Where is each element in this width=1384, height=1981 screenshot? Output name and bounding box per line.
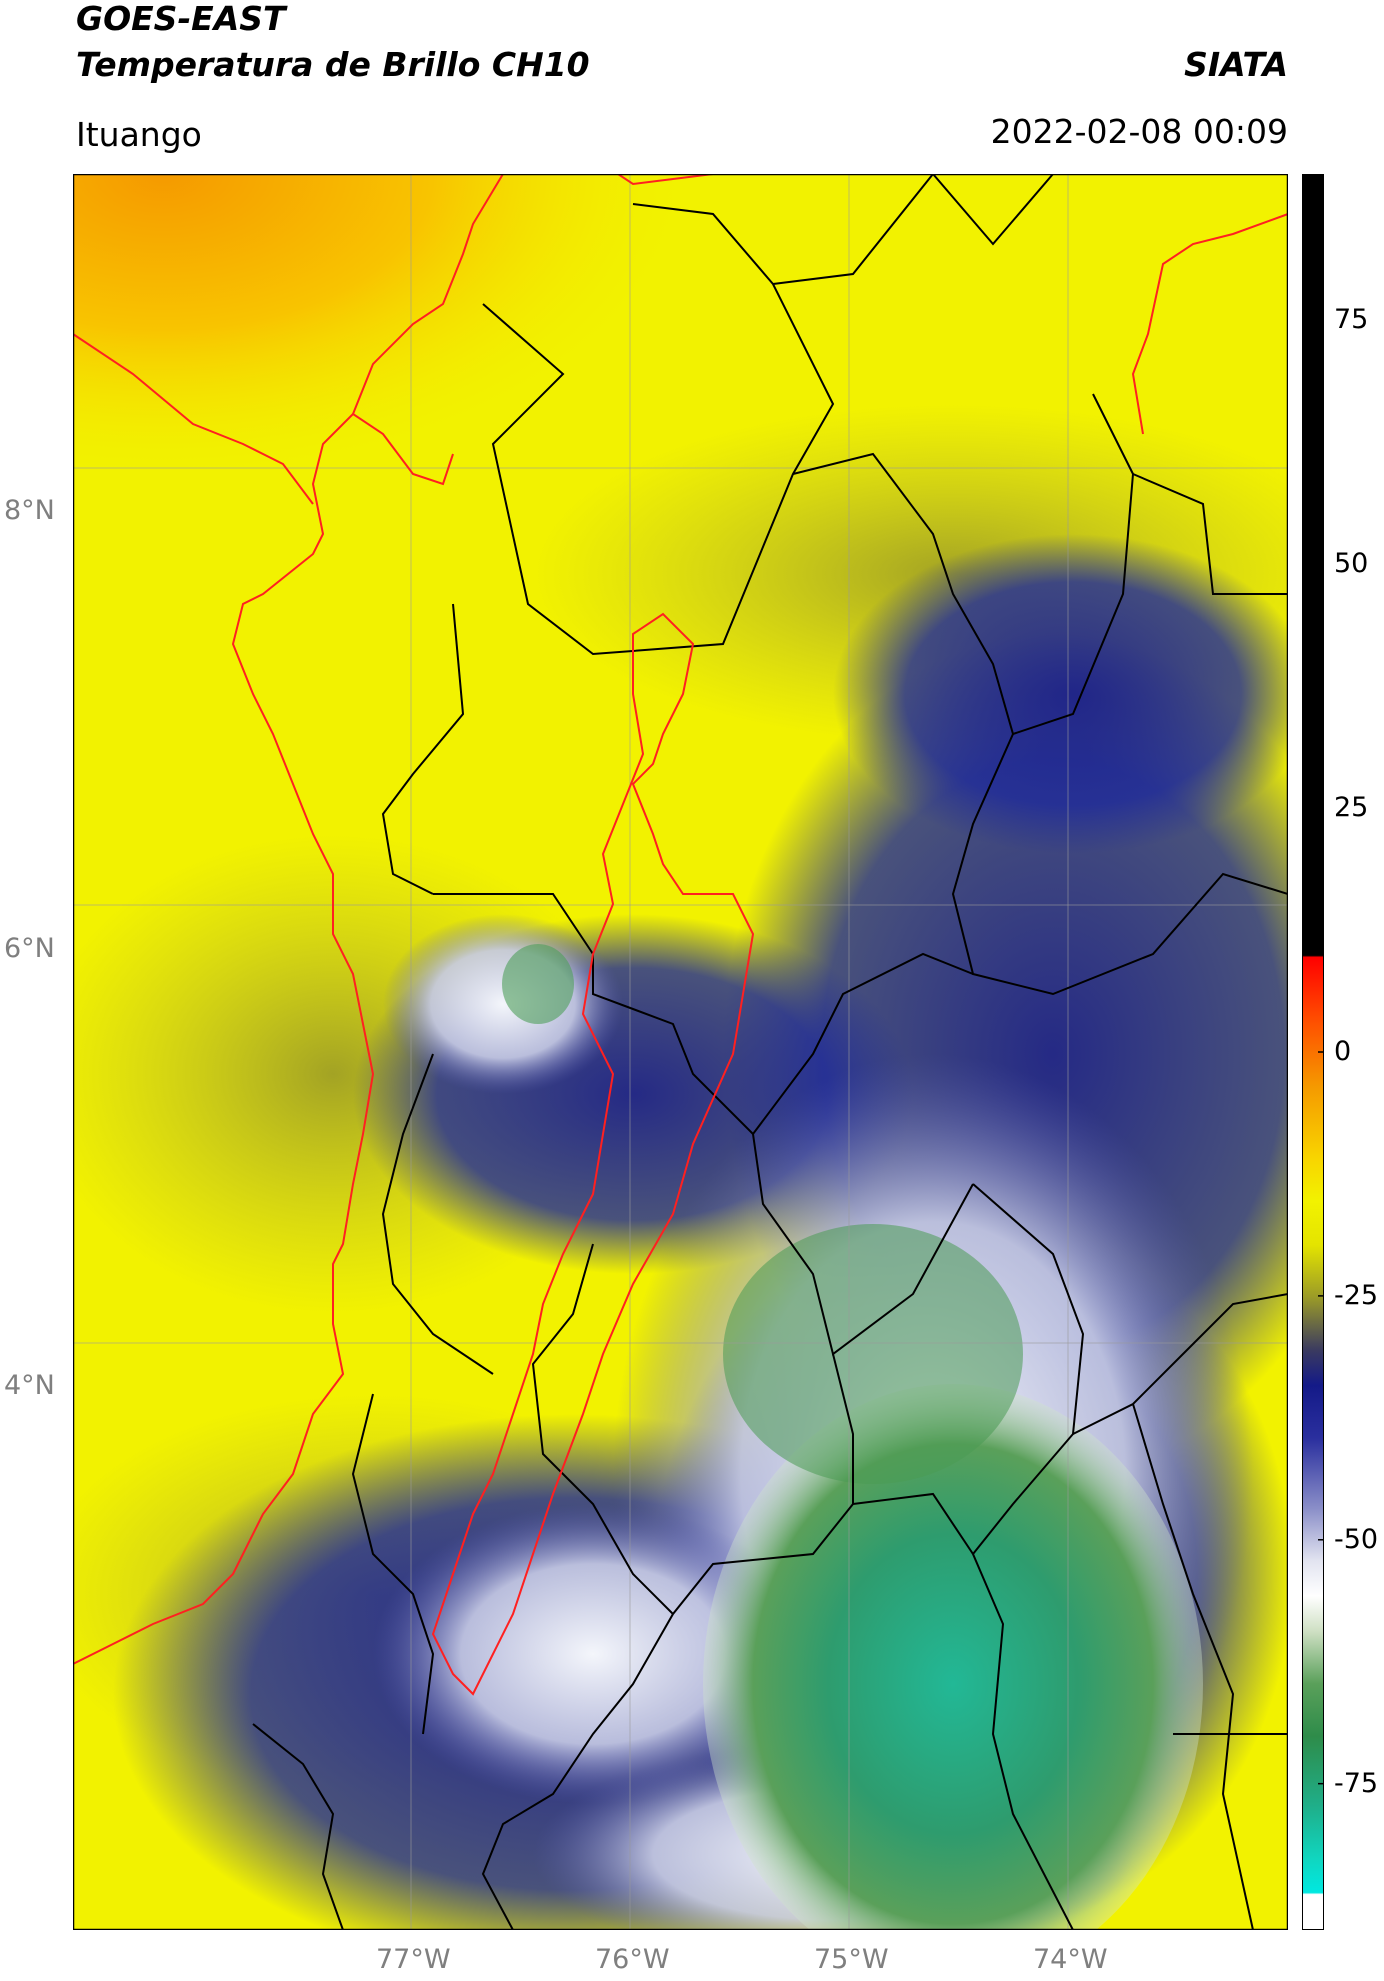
product-title: Temperatura de Brillo CH10 <box>76 45 590 84</box>
colorbar-tick-label: 25 <box>1334 792 1369 824</box>
lat-tick-label-6n: 6°N <box>4 933 55 964</box>
lon-tick-label-77w: 77°W <box>376 1944 451 1975</box>
colorbar-tick-label: 75 <box>1334 304 1369 336</box>
colorbar-tick-label: -50 <box>1334 1523 1379 1555</box>
ituango-basin-outline <box>431 612 755 1696</box>
location-label: Ituango <box>76 115 202 154</box>
satellite-map <box>73 174 1288 1930</box>
lon-tick-label-74w: 74°W <box>1033 1944 1108 1975</box>
lat-tick-label-4n: 4°N <box>4 1370 55 1401</box>
colorbar-tick-label: -75 <box>1334 1767 1379 1799</box>
organization-label: SIATA <box>1184 45 1288 84</box>
temperature-colorbar <box>1302 174 1324 1930</box>
very-cold-top-south <box>373 1504 813 1804</box>
coastline-and-international-border <box>73 174 1288 1665</box>
coldest-top-secondary <box>723 1224 1023 1484</box>
map-frame <box>73 174 1288 1930</box>
very-cold-top-northwest <box>383 914 623 1094</box>
colorbar-tick-label: 50 <box>1334 548 1369 580</box>
lon-tick-label-76w: 76°W <box>595 1944 670 1975</box>
cold-cloud-core-north <box>833 534 1288 854</box>
datetime-label: 2022-02-08 00:09 <box>990 112 1288 151</box>
coldest-top-patch-northwest <box>502 944 574 1024</box>
colorbar-tick-label: 0 <box>1334 1036 1352 1067</box>
colorbar-tick-label: -25 <box>1334 1279 1379 1311</box>
lat-tick-label-8n: 8°N <box>4 495 55 526</box>
department-boundaries <box>252 174 1288 1930</box>
satellite-title: GOES-EAST <box>76 0 286 38</box>
lon-tick-label-75w: 75°W <box>814 1944 889 1975</box>
coldest-top-core <box>703 1384 1203 1930</box>
